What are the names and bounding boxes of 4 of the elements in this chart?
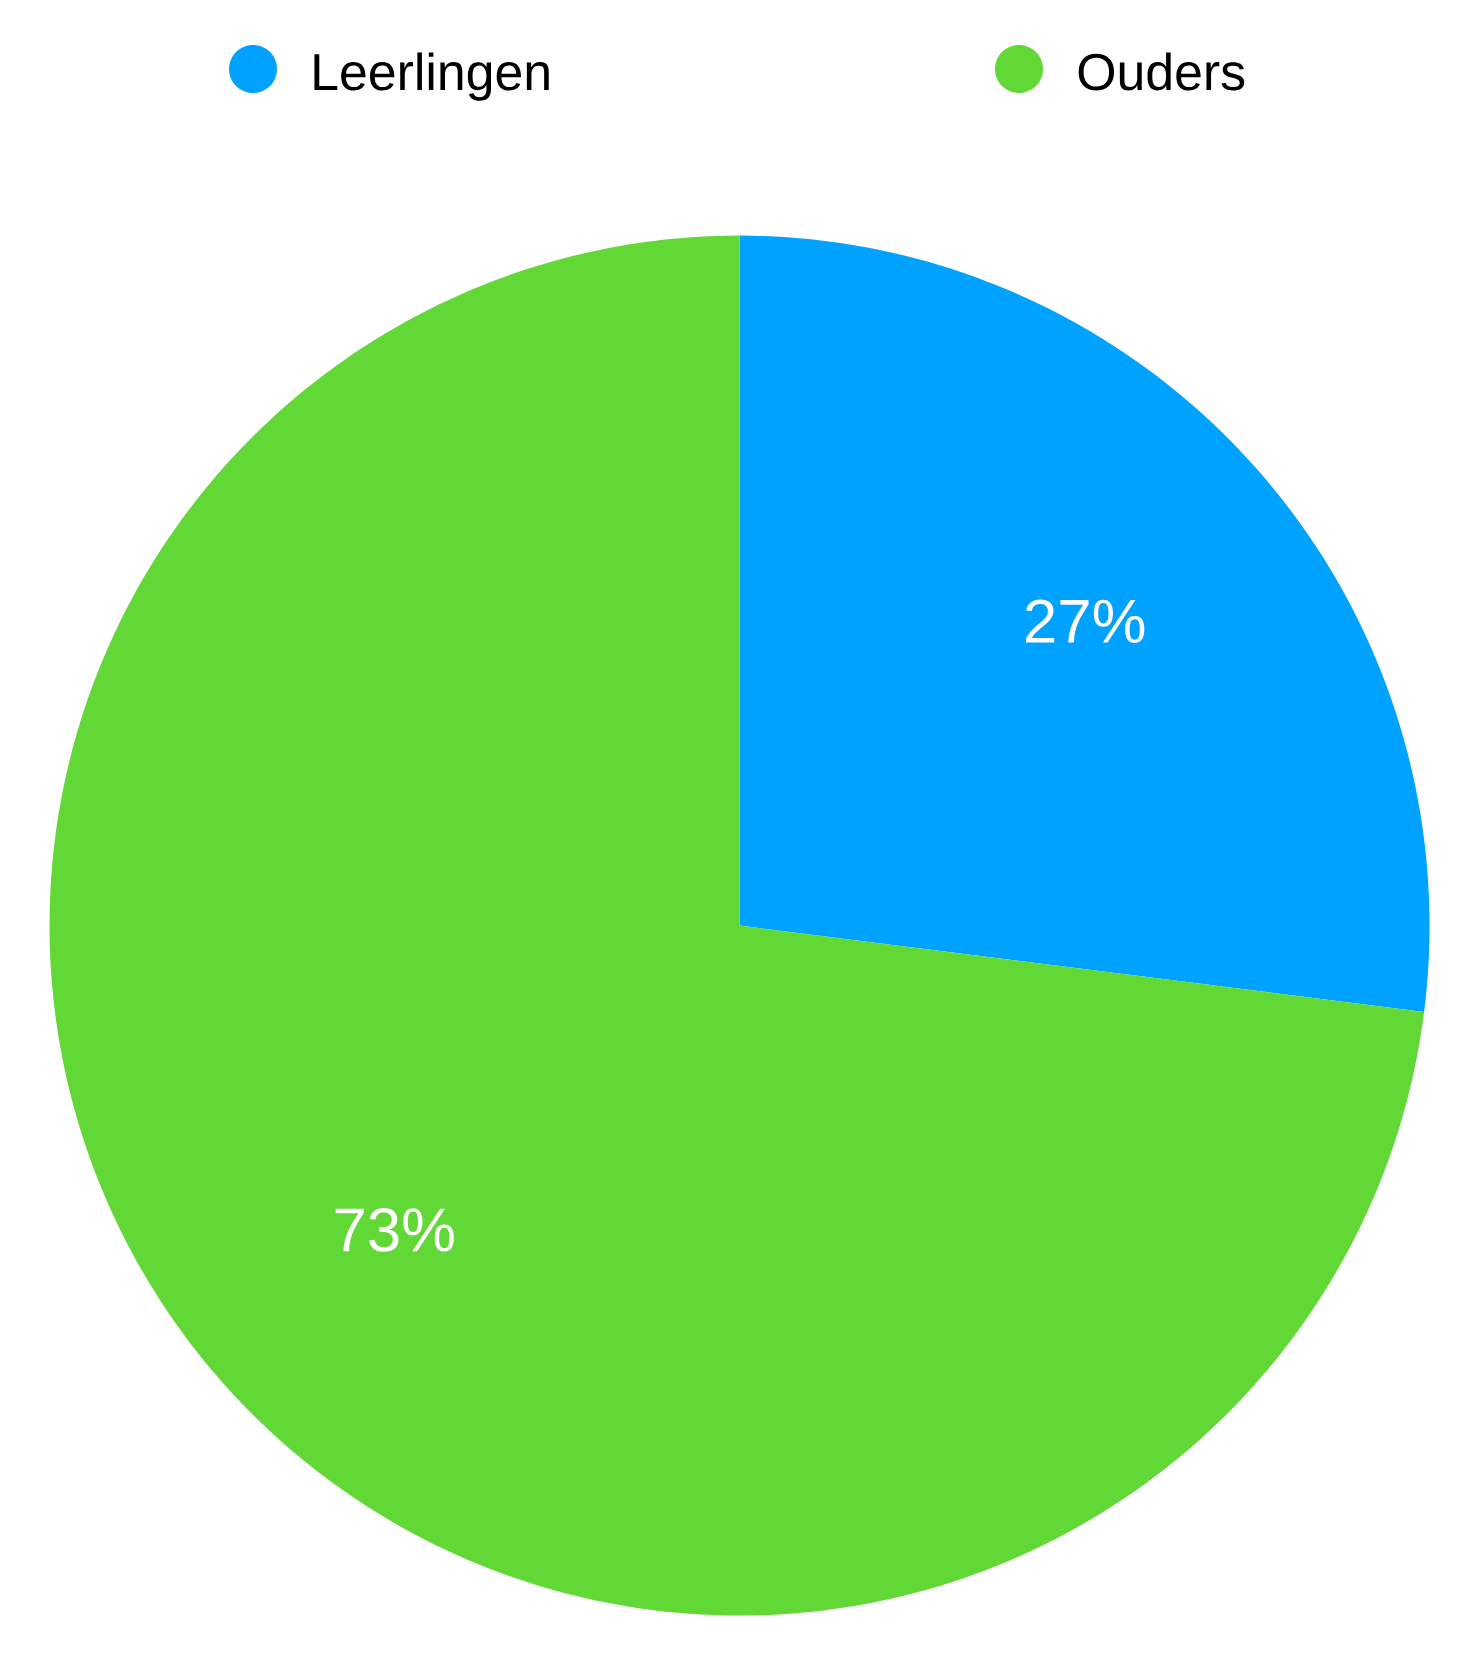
data-label: 73% <box>335 1208 454 1252</box>
data-label: 27% <box>1026 599 1145 643</box>
legend-label: Leerlingen <box>314 52 549 101</box>
legend-label: Ouders <box>1078 52 1245 91</box>
